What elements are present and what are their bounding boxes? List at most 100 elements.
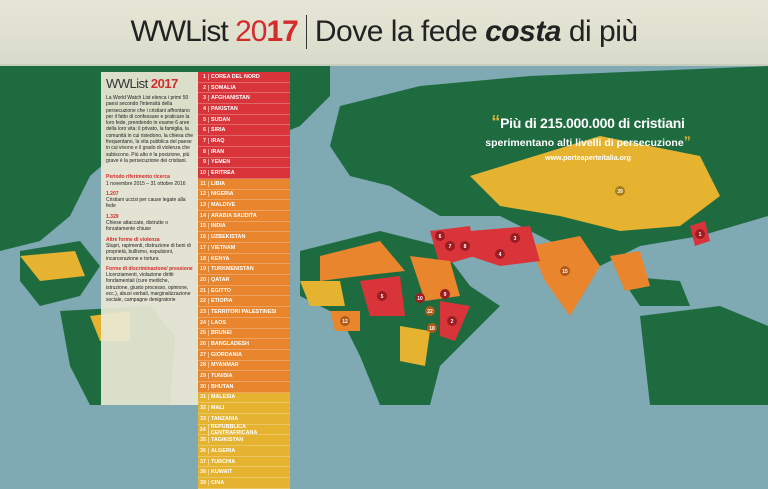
ranking-row: 27 GIORDANIA <box>198 349 290 361</box>
country-name: BRUNEI <box>208 330 232 337</box>
svg-text:3: 3 <box>514 236 517 242</box>
map-marker: 8 <box>460 241 470 251</box>
map-marker: 3 <box>510 233 520 243</box>
rank-number: 8 <box>203 148 206 155</box>
country-name: IRAQ <box>208 137 224 144</box>
rank-number: 24 <box>200 319 206 326</box>
country-name: TUNISIA <box>208 373 233 380</box>
rank-number: 32 <box>200 405 206 412</box>
quote-box: “Più di 215.000.000 di cristiani sperime… <box>468 112 708 162</box>
country-name: PAKISTAN <box>208 105 238 112</box>
fact-killed: 1.207 Cristiani uccisi per cause legate a… <box>106 190 186 210</box>
ranking-row: 30 BHUTAN <box>198 381 290 393</box>
svg-text:1: 1 <box>699 232 702 238</box>
rank-number: 5 <box>203 116 206 123</box>
country-mali <box>300 281 345 306</box>
rank-number: 25 <box>200 330 206 337</box>
ranking-row: 22 ETIOPIA <box>198 296 290 308</box>
country-name: CINA <box>208 479 224 486</box>
svg-text:10: 10 <box>417 296 423 302</box>
ranking-row: 34 REPUBBLICA CENTRAFRICANA <box>198 423 290 436</box>
rank-number: 11 <box>200 180 206 187</box>
ranking-row: 20 QATAR <box>198 275 290 286</box>
country-name: MALESIA <box>208 394 235 401</box>
country-name: UZBEKISTAN <box>208 234 245 241</box>
svg-text:39: 39 <box>617 189 623 195</box>
country-north-africa <box>320 241 405 281</box>
rank-number: 4 <box>203 105 206 112</box>
country-name: TERRITORI PALESTINESI <box>208 308 276 315</box>
country-name: MYANMAR <box>208 362 239 369</box>
fact-discrimination: Forme di discriminazione/ pressione Licen… <box>106 265 193 304</box>
ranking-row: 2 SOMALIA <box>198 82 290 94</box>
ranking-row: 12 NIGERIA <box>198 189 290 201</box>
rank-number: 26 <box>200 341 206 348</box>
country-name: SUDAN <box>208 116 230 123</box>
panel-facts: Periodo riferimento ricerca 1 novembre 20… <box>106 174 193 303</box>
ranking-row: 5 SUDAN <box>198 114 290 126</box>
rank-number: 31 <box>200 394 206 401</box>
rank-number: 30 <box>200 383 206 390</box>
map-marker: 10 <box>415 293 425 303</box>
website-link[interactable]: www.porteaperteitalia.org <box>545 155 631 162</box>
country-vietnam-laos <box>610 251 650 291</box>
country-name: IRAN <box>208 148 224 155</box>
ranking-row: 17 VIETNAM <box>198 243 290 254</box>
svg-text:15: 15 <box>562 269 568 275</box>
title-divider <box>305 15 307 49</box>
panel-title: WWList 2017 <box>106 76 178 91</box>
country-name: YEMEN <box>208 159 230 166</box>
rank-number: 27 <box>200 351 206 358</box>
rank-number: 1 <box>203 73 206 80</box>
rank-number: 14 <box>200 212 206 219</box>
rank-markers: 1 2 3 4 5 6 7 8 9 10 12 15 18 22 39 <box>340 186 705 333</box>
country-name: KENYA <box>208 255 229 262</box>
ranking-row: 9 YEMEN <box>198 157 290 169</box>
rank-number: 7 <box>203 137 206 144</box>
map-marker: 1 <box>695 229 705 239</box>
svg-text:4: 4 <box>499 252 502 258</box>
rank-number: 29 <box>200 373 206 380</box>
ranking-row: 16 UZBEKISTAN <box>198 232 290 243</box>
title-banner: WWList 2017 Dove la fede costa di più <box>0 0 768 66</box>
ranking-row: 37 TURCHIA <box>198 456 290 468</box>
rank-number: 35 <box>200 437 206 444</box>
ranking-row: 19 TURKMENISTAN <box>198 264 290 276</box>
country-pakistan-afghanistan <box>470 226 540 266</box>
rank-number: 39 <box>200 479 206 486</box>
rank-number: 15 <box>200 223 206 230</box>
svg-text:2: 2 <box>451 319 454 325</box>
fact-period: Periodo riferimento ricerca 1 novembre 20… <box>106 174 186 187</box>
ranking-row: 25 BRUNEI <box>198 328 290 340</box>
country-name: INDIA <box>208 223 226 230</box>
rank-number: 10 <box>200 170 206 177</box>
ranking-row: 13 MALDIVE <box>198 200 290 211</box>
ranking-row: 4 PAKISTAN <box>198 104 290 115</box>
ranking-row: 36 ALGERIA <box>198 446 290 457</box>
fact-violence: Altre forme di violenza Stupri, rapimenti… <box>106 236 191 262</box>
svg-text:8: 8 <box>464 244 467 250</box>
country-name: VIETNAM <box>208 244 235 251</box>
ranking-row: 29 TUNISIA <box>198 371 290 382</box>
country-name: COREA DEL NORD <box>208 73 260 80</box>
rank-number: 6 <box>203 127 206 134</box>
rank-number: 12 <box>200 191 206 198</box>
country-name: KUWAIT <box>208 469 232 476</box>
map-marker: 22 <box>425 306 435 316</box>
ranking-list: 1 COREA DEL NORD 2 SOMALIA 3 AFGHANISTAN 4 PAKI… <box>198 72 290 489</box>
ranking-row: 24 LAOS <box>198 317 290 329</box>
rank-number: 13 <box>200 202 206 209</box>
map-marker: 15 <box>560 266 570 276</box>
rank-number: 19 <box>200 266 206 273</box>
quote-line-1: “Più di 215.000.000 di cristiani <box>491 112 685 132</box>
svg-text:6: 6 <box>439 234 442 240</box>
rank-number: 33 <box>200 415 206 422</box>
country-name: SIRIA <box>208 127 225 134</box>
rank-number: 38 <box>200 469 206 476</box>
rank-number: 9 <box>203 159 206 166</box>
svg-text:22: 22 <box>427 309 433 315</box>
ranking-row: 26 BANGLADESH <box>198 339 290 350</box>
map-marker: 4 <box>495 249 505 259</box>
country-name: ALGERIA <box>208 447 235 454</box>
rank-number: 2 <box>203 84 206 91</box>
